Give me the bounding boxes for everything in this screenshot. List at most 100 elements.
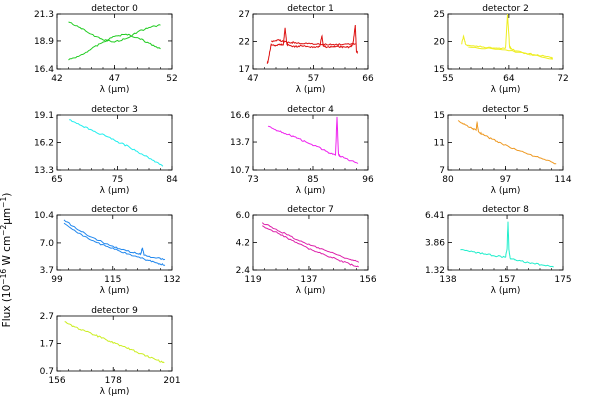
x-tick-label: 47	[247, 74, 258, 84]
y-tick-label: 27	[239, 10, 250, 20]
y-axis-label-mid: W cm	[1, 236, 13, 269]
y-tick-label: 10.7	[230, 166, 250, 176]
x-axis-label: λ (μm)	[296, 186, 326, 196]
spectrum-line-0	[457, 120, 557, 165]
spectrum-line-0	[266, 24, 358, 64]
x-tick-label: 119	[244, 275, 261, 285]
x-tick-label: 66	[362, 74, 374, 84]
plot-frame	[56, 315, 173, 372]
x-axis-label: λ (μm)	[491, 186, 521, 196]
x-tick-label: 201	[163, 376, 180, 386]
detector-panel-9: detector 9 156 178 201 0.7 1.7 2.7 λ (μm)	[40, 306, 181, 397]
y-tick-label: 16.2	[34, 139, 54, 149]
y-tick-label: 7.0	[40, 239, 55, 249]
detector-panel-3: detector 3 65 75 84 13.3 16.2 19.1 λ (μm)	[34, 105, 178, 196]
x-tick-label: 73	[247, 175, 258, 185]
y-tick-label: 10.4	[34, 211, 54, 221]
x-axis-label: λ (μm)	[491, 85, 521, 95]
y-tick-label: 15	[434, 111, 445, 121]
panel-title: detector 5	[482, 105, 529, 115]
spectrum-line-0	[68, 21, 161, 43]
y-tick-label: 20	[434, 38, 446, 48]
spectrum-line-0	[64, 321, 165, 364]
x-tick-label: 52	[166, 74, 177, 84]
y-tick-label: 3.7	[40, 266, 54, 276]
panel-title: detector 0	[91, 4, 138, 14]
x-tick-label: 138	[439, 275, 456, 285]
x-tick-label: 65	[51, 175, 62, 185]
panel-title: detector 8	[482, 205, 529, 215]
panel-title: detector 1	[287, 4, 334, 14]
plot-frame	[447, 214, 564, 271]
detector-panel-8: detector 8 138 157 175 1.32 3.86 6.41 λ (μm)	[425, 205, 572, 296]
y-axis-label-exp2: −2	[0, 225, 8, 236]
x-tick-label: 47	[109, 74, 120, 84]
x-tick-label: 72	[557, 74, 568, 84]
y-tick-label: 1.7	[40, 340, 54, 350]
spectrum-line-0	[460, 221, 554, 268]
detector-panel-6: detector 6 99 115 132 3.7 7.0 10.4 λ (μm)	[34, 205, 181, 296]
y-tick-label: 25	[434, 10, 445, 20]
panel-title: detector 7	[287, 205, 334, 215]
x-axis-label: λ (μm)	[491, 286, 521, 296]
y-tick-label: 7	[439, 166, 445, 176]
y-tick-label: 16.4	[34, 65, 54, 75]
x-axis-label: λ (μm)	[100, 387, 130, 397]
x-axis-label: λ (μm)	[100, 186, 130, 196]
y-tick-label: 2.4	[236, 266, 251, 276]
plot-frame	[447, 114, 564, 171]
x-tick-label: 97	[500, 175, 511, 185]
spectrum-line-1	[63, 222, 166, 266]
y-tick-label: 15	[434, 65, 445, 75]
x-tick-label: 132	[163, 275, 180, 285]
x-tick-label: 57	[308, 74, 319, 84]
x-tick-label: 157	[498, 275, 515, 285]
y-tick-label: 11	[434, 139, 445, 149]
x-tick-label: 156	[48, 376, 65, 386]
plot-frame	[56, 13, 173, 70]
y-tick-label: 16.6	[230, 111, 250, 121]
x-tick-label: 64	[503, 74, 515, 84]
x-tick-label: 178	[105, 376, 122, 386]
x-axis-label: λ (μm)	[100, 286, 130, 296]
y-tick-label: 4.2	[236, 239, 250, 249]
y-tick-label: 6.41	[425, 211, 445, 221]
spectrum-line-0	[261, 222, 360, 263]
x-tick-label: 137	[300, 275, 317, 285]
x-tick-label: 114	[554, 175, 571, 185]
y-tick-label: 1.32	[425, 266, 445, 276]
x-tick-label: 156	[359, 275, 376, 285]
spectrum-line-0	[69, 119, 164, 167]
y-tick-label: 13.3	[34, 166, 54, 176]
x-tick-label: 42	[51, 74, 62, 84]
y-axis-label: Flux (10−16 W cm−2μm−1)	[0, 193, 13, 328]
x-axis-label: λ (μm)	[296, 286, 326, 296]
spectrum-line-1	[270, 38, 357, 46]
y-axis-label-main: Flux (10	[1, 285, 13, 328]
y-axis-label-close: )	[1, 193, 13, 197]
panel-title: detector 6	[91, 205, 138, 215]
y-axis-label-exp3: −1	[0, 197, 8, 208]
plot-frame	[252, 114, 369, 171]
x-axis-label: λ (μm)	[100, 85, 130, 95]
spectrum-line-0	[267, 116, 359, 164]
y-axis-label-mid2: μm	[1, 208, 13, 225]
detector-panel-1: detector 1 47 57 66 17 22 27 λ (μm)	[239, 4, 374, 95]
y-tick-label: 2.7	[40, 312, 54, 322]
y-axis-label-exp1: −16	[0, 269, 8, 285]
x-axis-label: λ (μm)	[296, 85, 326, 95]
x-tick-label: 80	[442, 175, 454, 185]
panel-title: detector 4	[287, 105, 334, 115]
detector-panel-2: detector 2 55 64 72 15 20 25 λ (μm)	[434, 4, 569, 95]
spectrum-line-1	[68, 33, 161, 61]
spectrum-line-0	[63, 219, 166, 261]
x-tick-label: 84	[166, 175, 178, 185]
detector-panel-7: detector 7 119 137 156 2.4 4.2 6.0 λ (μm)	[236, 205, 377, 296]
y-tick-label: 19.1	[34, 111, 54, 121]
spectrum-line-1	[262, 225, 359, 268]
y-tick-label: 22	[239, 38, 250, 48]
x-tick-label: 115	[104, 275, 121, 285]
x-tick-label: 99	[51, 275, 63, 285]
